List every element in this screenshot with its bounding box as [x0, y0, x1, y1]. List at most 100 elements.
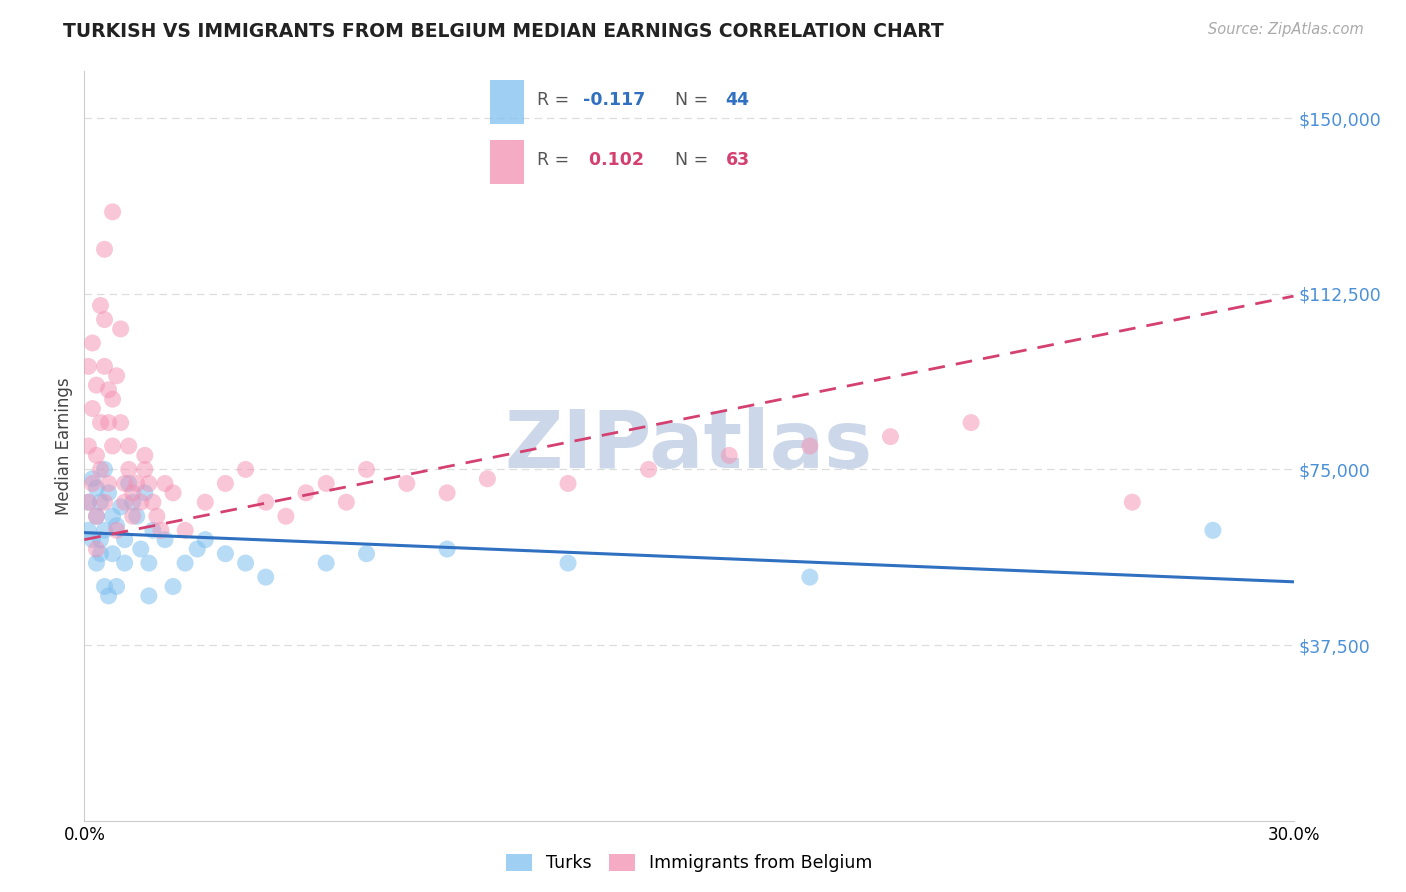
Point — [93, 462, 115, 476]
Point — [121, 509, 143, 524]
Text: TURKISH VS IMMIGRANTS FROM BELGIUM MEDIAN EARNINGS CORRELATION CHART: TURKISH VS IMMIGRANTS FROM BELGIUM MEDIA… — [63, 22, 943, 41]
Point — [153, 533, 176, 547]
Point — [89, 462, 111, 476]
FancyBboxPatch shape — [491, 80, 524, 124]
Point — [82, 472, 104, 486]
Point — [86, 481, 108, 495]
Point — [235, 462, 257, 476]
Point — [138, 556, 160, 570]
Point — [82, 336, 104, 351]
Point — [118, 439, 141, 453]
Point — [557, 476, 579, 491]
Point — [86, 378, 108, 392]
Point — [101, 205, 124, 219]
Point — [77, 495, 100, 509]
Point — [637, 462, 659, 476]
Point — [395, 476, 418, 491]
Text: N =: N = — [664, 91, 713, 109]
Text: 63: 63 — [725, 151, 749, 169]
Point — [101, 392, 124, 407]
Point — [129, 542, 152, 557]
Point — [77, 495, 100, 509]
Point — [86, 509, 108, 524]
Point — [110, 416, 132, 430]
Text: N =: N = — [664, 151, 713, 169]
Point — [114, 556, 136, 570]
Point — [110, 322, 132, 336]
Point — [93, 495, 115, 509]
Text: R =: R = — [537, 91, 575, 109]
Point — [105, 580, 128, 594]
Point — [138, 476, 160, 491]
Point — [194, 533, 217, 547]
Point — [1202, 523, 1225, 537]
Point — [1121, 495, 1143, 509]
Text: -0.117: -0.117 — [583, 91, 645, 109]
Point — [799, 570, 821, 584]
Point — [146, 509, 169, 524]
Point — [97, 589, 120, 603]
Point — [97, 485, 120, 500]
Point — [477, 472, 499, 486]
Point — [77, 439, 100, 453]
Point — [89, 298, 111, 313]
Point — [86, 556, 108, 570]
Point — [295, 485, 318, 500]
Point — [134, 462, 156, 476]
Point — [97, 383, 120, 397]
Point — [138, 589, 160, 603]
Point — [174, 556, 197, 570]
Point — [101, 439, 124, 453]
Text: 44: 44 — [725, 91, 749, 109]
Point — [254, 570, 277, 584]
Point — [436, 542, 458, 557]
Point — [356, 547, 378, 561]
Legend: Turks, Immigrants from Belgium: Turks, Immigrants from Belgium — [499, 847, 879, 880]
Point — [82, 533, 104, 547]
Point — [86, 542, 108, 557]
Point — [93, 580, 115, 594]
Point — [799, 439, 821, 453]
Point — [356, 462, 378, 476]
Point — [125, 509, 148, 524]
Point — [315, 556, 337, 570]
Point — [86, 449, 108, 463]
Text: Source: ZipAtlas.com: Source: ZipAtlas.com — [1208, 22, 1364, 37]
Point — [718, 449, 741, 463]
Point — [142, 523, 165, 537]
Point — [114, 533, 136, 547]
Point — [97, 416, 120, 430]
Point — [114, 476, 136, 491]
Point — [110, 500, 132, 514]
Point — [114, 495, 136, 509]
Point — [960, 416, 983, 430]
Point — [121, 495, 143, 509]
FancyBboxPatch shape — [491, 140, 524, 184]
Y-axis label: Median Earnings: Median Earnings — [55, 377, 73, 515]
Point — [335, 495, 357, 509]
Point — [134, 449, 156, 463]
Point — [214, 476, 236, 491]
Point — [153, 476, 176, 491]
Point — [89, 533, 111, 547]
Point — [121, 485, 143, 500]
Point — [97, 476, 120, 491]
Point — [118, 462, 141, 476]
Point — [89, 416, 111, 430]
Point — [194, 495, 217, 509]
Text: ZIPatlas: ZIPatlas — [505, 407, 873, 485]
Text: R =: R = — [537, 151, 575, 169]
Point — [274, 509, 297, 524]
Point — [436, 485, 458, 500]
Point — [89, 495, 111, 509]
Point — [82, 476, 104, 491]
Point — [254, 495, 277, 509]
Point — [101, 509, 124, 524]
Point — [174, 523, 197, 537]
Point — [879, 430, 901, 444]
Point — [93, 312, 115, 326]
Point — [134, 485, 156, 500]
Point — [77, 523, 100, 537]
Point — [149, 523, 172, 537]
Text: 0.102: 0.102 — [583, 151, 644, 169]
